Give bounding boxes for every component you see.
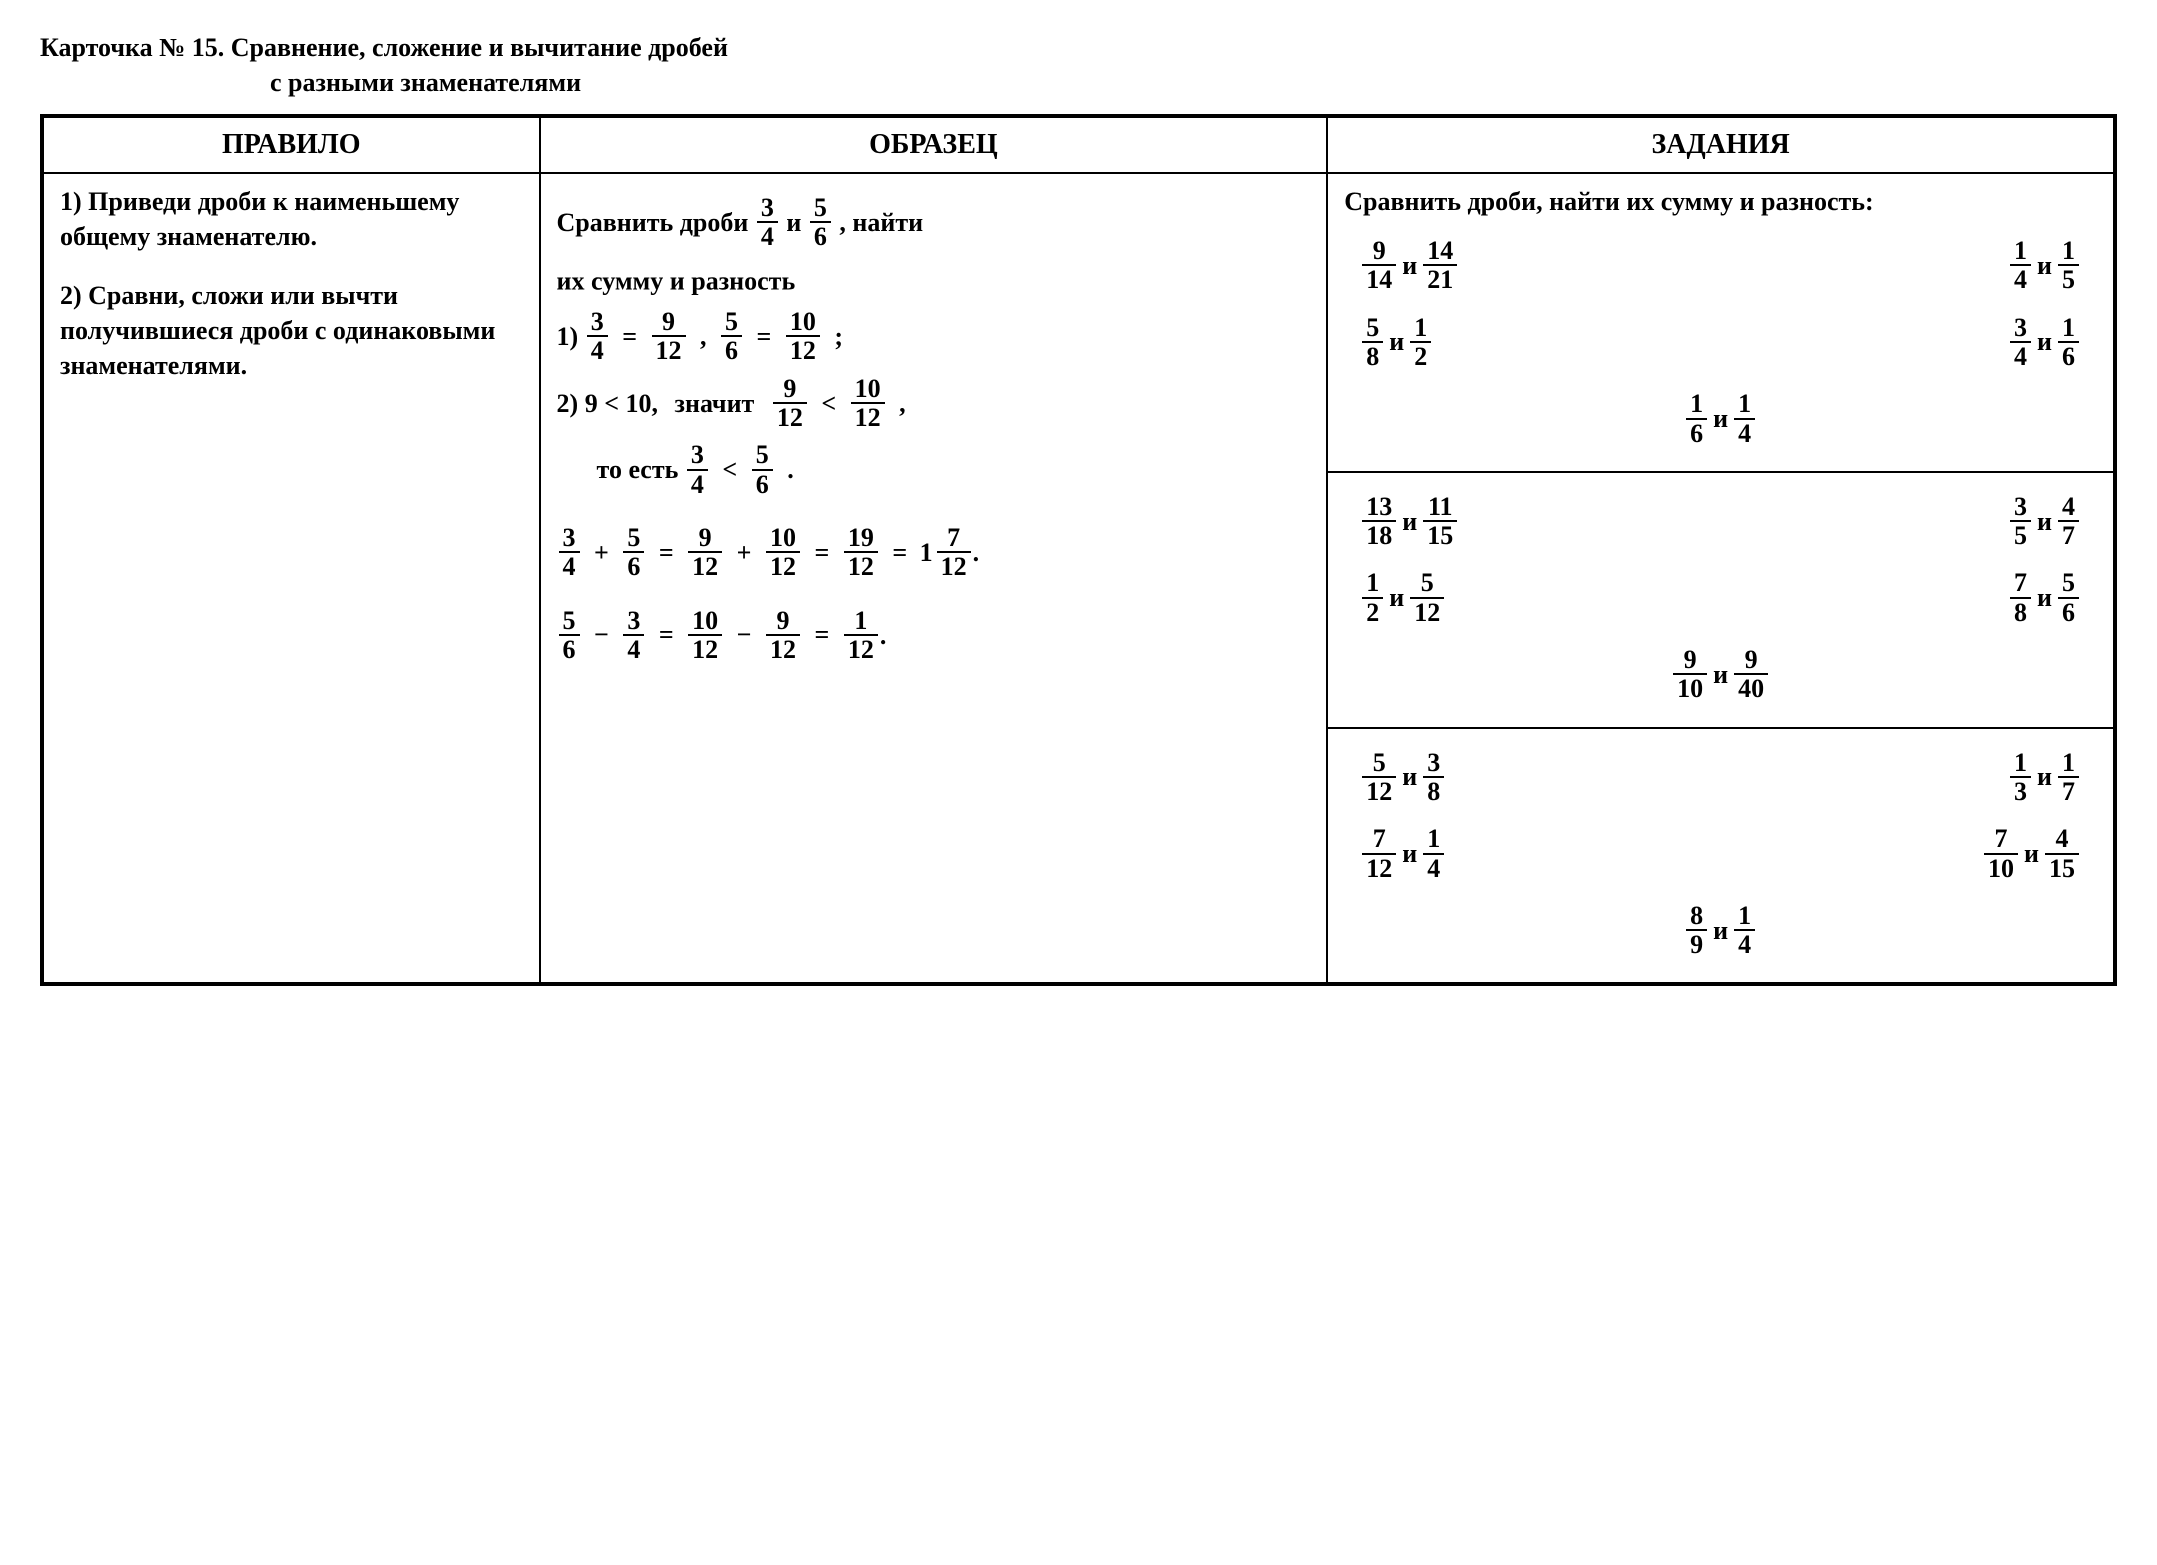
task-pair: 16и14: [1684, 402, 1757, 431]
task-fraction: 47: [2058, 493, 2079, 550]
task-fraction: 34: [2010, 314, 2031, 371]
task-fraction: 14: [1423, 825, 1444, 882]
task-pair: 710и415: [1982, 837, 2081, 866]
task-fraction: 910: [1673, 646, 1707, 703]
task-fraction: 38: [1423, 749, 1444, 806]
task-fraction: 15: [2058, 237, 2079, 294]
card-title: Карточка № 15. Сравнение, сложение и выч…: [40, 30, 2117, 100]
step1-f2c: 1012: [786, 308, 820, 365]
header-rule: ПРАВИЛО: [42, 116, 540, 173]
task-fraction: 78: [2010, 569, 2031, 626]
task-pair: 914и1421: [1360, 248, 1459, 277]
rule-item-1: 1) Приведи дроби к наименьшему общему зн…: [60, 184, 523, 254]
task-fraction: 14: [1734, 390, 1755, 447]
task-fraction: 712: [1362, 825, 1396, 882]
task-fraction: 16: [2058, 314, 2079, 371]
step1-f1c: 912: [652, 308, 686, 365]
task-fraction: 56: [2058, 569, 2079, 626]
znachit: значит: [665, 389, 765, 418]
task-pair: 13и17: [2008, 760, 2081, 789]
task-fraction: 17: [2058, 749, 2079, 806]
task-group: Сравнить дроби, найти их сумму и разност…: [1328, 174, 2113, 473]
task-fraction: 89: [1686, 902, 1707, 959]
task-fraction: 12: [1362, 569, 1383, 626]
example-cell: Сравнить дроби 34 и 56 , найти их сумму …: [540, 173, 1328, 984]
task-group: 1318и1115 35и47 12и512 78и56 910и940: [1328, 473, 2113, 729]
task-pair: 14и15: [2008, 248, 2081, 277]
task-pair: 1318и1115: [1360, 504, 1459, 533]
example-intro-b: , найти: [839, 208, 923, 237]
task-pair: 712и14: [1360, 837, 1446, 866]
example-f1: 34: [757, 194, 778, 251]
task-pair: 34и16: [2008, 325, 2081, 354]
title-line1: Карточка № 15. Сравнение, сложение и выч…: [40, 30, 2117, 65]
example-conj: и: [786, 208, 801, 237]
task-pair: 12и512: [1360, 581, 1446, 610]
task-fraction: 512: [1362, 749, 1396, 806]
task-fraction: 1318: [1362, 493, 1396, 550]
task-fraction: 16: [1686, 390, 1707, 447]
task-fraction: 512: [1410, 569, 1444, 626]
title-line2: с разными знаменателями: [270, 65, 2117, 100]
task-fraction: 13: [2010, 749, 2031, 806]
task-fraction: 940: [1734, 646, 1768, 703]
task-pair: 910и940: [1671, 657, 1770, 686]
header-example: ОБРАЗЕЦ: [540, 116, 1328, 173]
task-fraction: 1115: [1423, 493, 1457, 550]
task-pair: 35и47: [2008, 504, 2081, 533]
task-fraction: 1421: [1423, 237, 1457, 294]
example-intro-a: Сравнить дроби: [557, 208, 749, 237]
task-pair: 89и14: [1684, 913, 1757, 942]
step2-label: 2): [557, 389, 579, 418]
task-fraction: 914: [1362, 237, 1396, 294]
card-table: ПРАВИЛО ОБРАЗЕЦ ЗАДАНИЯ 1) Приведи дроби…: [40, 114, 2117, 986]
example-intro-c: их сумму и разность: [557, 266, 796, 295]
rule-cell: 1) Приведи дроби к наименьшему общему зн…: [42, 173, 540, 984]
header-tasks: ЗАДАНИЯ: [1327, 116, 2115, 173]
tasks-heading: Сравнить дроби, найти их сумму и разност…: [1344, 184, 2097, 219]
cmp-nums: 9 < 10,: [585, 389, 658, 418]
task-fraction: 12: [1410, 314, 1431, 371]
task-pair: 512и38: [1360, 760, 1446, 789]
tasks-cell: Сравнить дроби, найти их сумму и разност…: [1327, 173, 2115, 984]
task-group: 512и38 13и17 712и14 710и415 89и14: [1328, 729, 2113, 983]
tasks-inner-table: 1318и1115 35и47 12и512 78и56 910и940: [1344, 483, 2097, 713]
tasks-inner-table: 512и38 13и17 712и14 710и415 89и14: [1344, 739, 2097, 969]
task-pair: 78и56: [2008, 581, 2081, 610]
rule-item-2: 2) Сравни, сложи или вычти получившиеся …: [60, 278, 523, 383]
to-est: то есть: [597, 455, 679, 484]
task-fraction: 35: [2010, 493, 2031, 550]
task-fraction: 14: [2010, 237, 2031, 294]
task-fraction: 710: [1984, 825, 2018, 882]
example-f2: 56: [810, 194, 831, 251]
tasks-inner-table: 914и1421 14и15 58и12 34и16 16и14: [1344, 227, 2097, 457]
step1-label: 1): [557, 322, 579, 351]
step1-f2: 56: [721, 308, 742, 365]
task-fraction: 415: [2045, 825, 2079, 882]
task-fraction: 14: [1734, 902, 1755, 959]
task-fraction: 58: [1362, 314, 1383, 371]
task-pair: 58и12: [1360, 325, 1433, 354]
step1-f1: 34: [587, 308, 608, 365]
